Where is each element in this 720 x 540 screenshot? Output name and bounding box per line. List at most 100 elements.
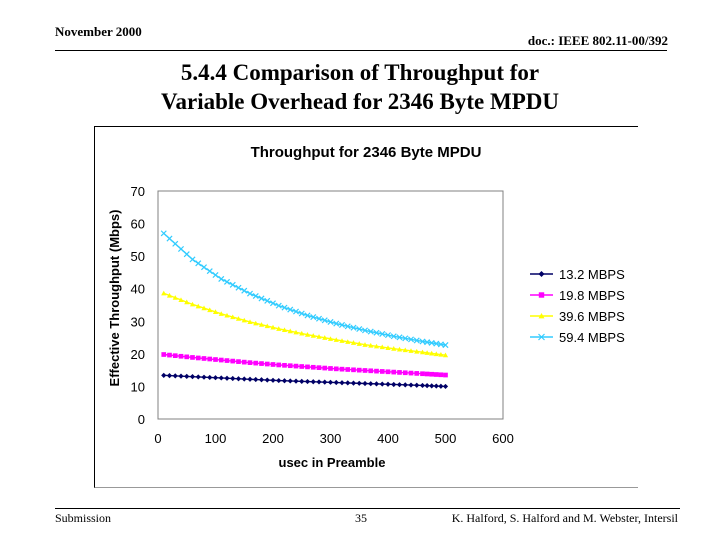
legend-item: 39.6 MBPS xyxy=(530,309,625,324)
data-point xyxy=(396,334,403,341)
data-point xyxy=(424,339,431,346)
data-point xyxy=(195,303,201,309)
data-point xyxy=(299,364,305,369)
footer-page-number: 35 xyxy=(355,511,367,525)
data-point xyxy=(442,342,449,349)
data-point xyxy=(379,369,385,374)
data-point xyxy=(361,327,369,334)
slide-title: 5.4.4 Comparison of Throughput for Varia… xyxy=(0,58,720,116)
data-point xyxy=(235,284,242,291)
footer-submission: Submission xyxy=(55,511,112,525)
data-point xyxy=(310,379,316,385)
data-point xyxy=(276,362,282,368)
data-point xyxy=(293,378,299,384)
data-point xyxy=(407,336,415,343)
data-point xyxy=(281,304,288,311)
data-point xyxy=(189,256,196,263)
data-point xyxy=(339,380,345,386)
data-point xyxy=(189,374,196,380)
data-point xyxy=(200,264,208,271)
data-point xyxy=(333,320,340,327)
data-point xyxy=(373,343,380,349)
data-point xyxy=(333,337,339,342)
series-19-8-mbps xyxy=(161,352,448,378)
y-tick-label: 10 xyxy=(131,379,145,394)
data-point xyxy=(408,382,414,388)
footer-rule xyxy=(55,508,680,509)
data-point xyxy=(201,374,207,380)
data-point xyxy=(367,328,374,335)
data-point xyxy=(281,327,288,333)
data-point xyxy=(218,357,224,363)
data-point xyxy=(356,341,362,346)
data-point xyxy=(438,383,444,389)
data-point xyxy=(322,335,328,340)
data-point xyxy=(230,375,236,382)
data-point xyxy=(385,381,391,387)
data-point xyxy=(293,363,299,369)
data-point xyxy=(230,358,236,364)
data-point xyxy=(178,297,184,302)
data-point xyxy=(356,380,362,386)
data-point xyxy=(356,367,362,373)
data-point xyxy=(178,353,184,359)
data-point xyxy=(172,353,178,359)
data-point xyxy=(351,367,356,373)
data-point xyxy=(327,379,334,385)
data-point xyxy=(287,306,294,313)
data-point xyxy=(433,372,439,377)
data-point xyxy=(213,357,218,362)
data-point xyxy=(391,381,397,388)
legend-item: 59.4 MBPS xyxy=(530,330,625,345)
legend-swatch-marker xyxy=(538,271,545,277)
slide-title-line-1: 5.4.4 Comparison of Throughput for xyxy=(180,60,540,85)
data-point xyxy=(333,379,339,386)
data-point xyxy=(270,362,276,367)
data-point xyxy=(333,366,339,372)
data-point xyxy=(429,383,435,389)
data-point xyxy=(362,342,368,347)
x-tick-label: 0 xyxy=(154,431,161,446)
data-point xyxy=(385,345,391,350)
data-point xyxy=(184,354,190,360)
y-tick-label: 70 xyxy=(131,184,145,199)
data-point xyxy=(195,260,202,267)
data-point xyxy=(212,272,219,279)
data-point xyxy=(247,319,253,325)
x-axis: 0 100 200 300 400 500 600 xyxy=(154,431,513,446)
data-point xyxy=(438,351,444,357)
legend: 13.2 MBPS 19.8 MBPS 39.6 MBPS 59.4 MBPS xyxy=(530,267,625,345)
data-point xyxy=(442,383,449,390)
series-59-4-mbps xyxy=(160,230,449,349)
data-point xyxy=(424,371,430,377)
data-point xyxy=(224,375,230,381)
legend-swatch-marker xyxy=(538,313,545,319)
data-point xyxy=(345,380,351,386)
data-point xyxy=(345,367,351,372)
data-point xyxy=(328,366,333,371)
slide-title-line-2: Variable Overhead for 2346 Byte MPDU xyxy=(161,89,559,114)
data-point xyxy=(218,275,225,282)
data-point xyxy=(373,381,380,387)
data-point xyxy=(391,346,397,351)
data-point xyxy=(304,312,311,319)
data-point xyxy=(321,317,328,324)
y-axis-label: Effective Throughput (Mbps) xyxy=(107,210,122,387)
data-point xyxy=(397,370,402,375)
data-point xyxy=(368,342,374,348)
data-point xyxy=(190,355,195,360)
data-point xyxy=(276,377,282,384)
data-point xyxy=(356,326,363,333)
x-tick-label: 500 xyxy=(435,431,457,446)
legend-swatch-marker xyxy=(538,333,545,341)
data-point xyxy=(218,311,224,316)
data-point xyxy=(424,350,430,355)
data-point xyxy=(305,364,310,370)
data-point xyxy=(368,368,374,374)
data-point xyxy=(428,339,435,346)
data-point xyxy=(229,281,236,288)
legend-label: 39.6 MBPS xyxy=(559,309,625,324)
data-point xyxy=(433,351,439,357)
data-point xyxy=(241,376,247,382)
